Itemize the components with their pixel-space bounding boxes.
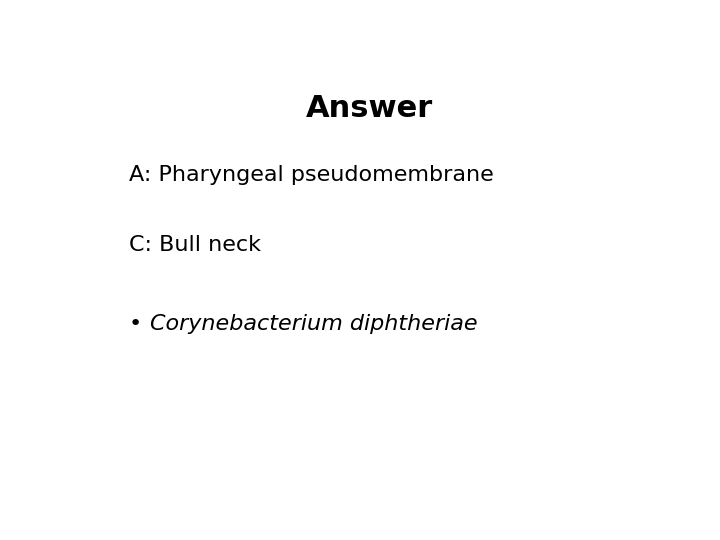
Text: C: Bull neck: C: Bull neck (129, 235, 261, 255)
Text: Corynebacterium diphtheriae: Corynebacterium diphtheriae (150, 314, 478, 334)
Text: Answer: Answer (305, 94, 433, 123)
Text: A: Pharyngeal pseudomembrane: A: Pharyngeal pseudomembrane (129, 165, 494, 185)
Text: •: • (129, 314, 143, 334)
